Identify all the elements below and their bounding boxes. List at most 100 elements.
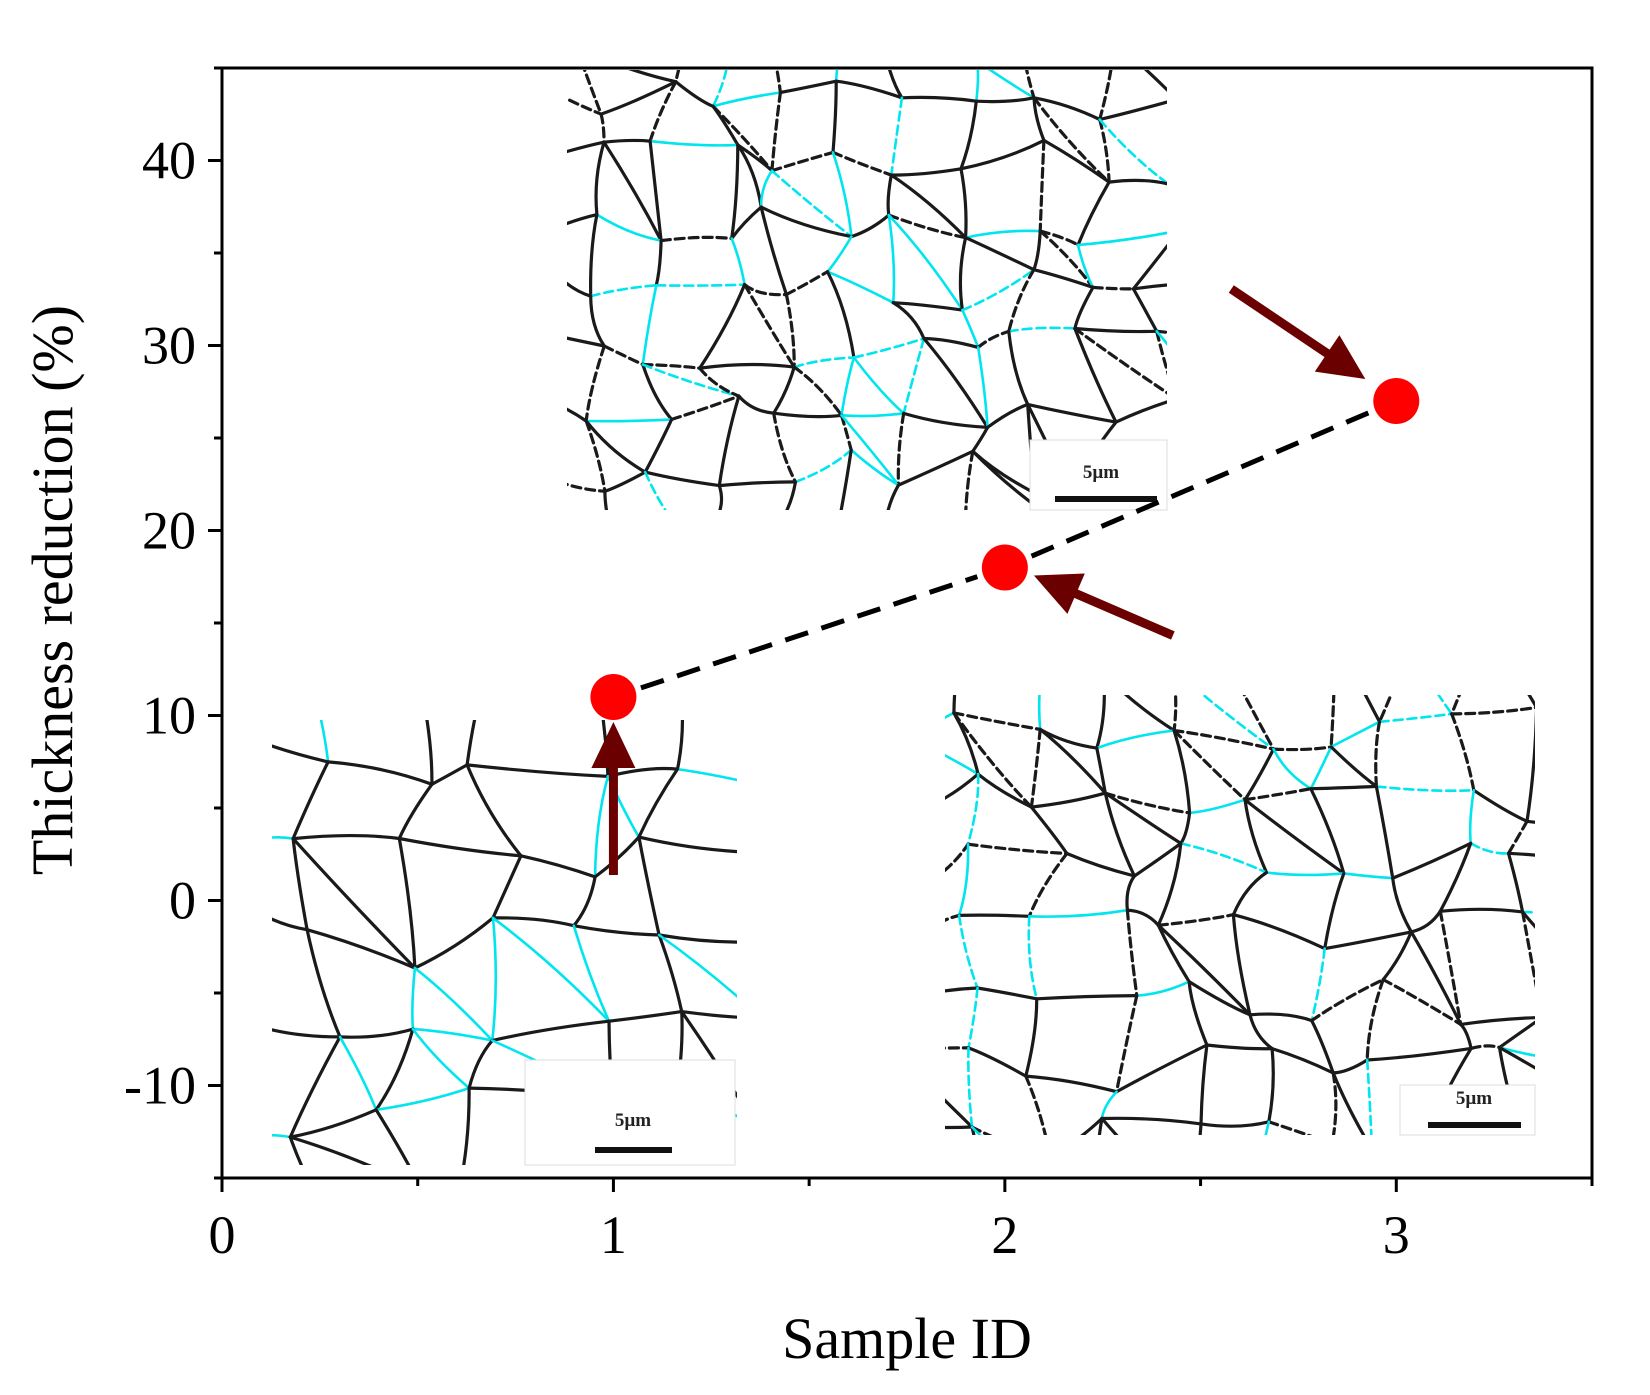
arrow-head: [1314, 335, 1366, 379]
grain-boundary: [1409, 645, 1472, 662]
grain-boundary: [674, 70, 681, 84]
grain-boundary: [760, 853, 852, 923]
y-tick-label: 40: [142, 131, 196, 191]
data-point: [1373, 378, 1420, 424]
grain-boundary: [1038, 229, 1095, 289]
low-angle-boundary: [411, 1027, 471, 1090]
grain-boundary: [1131, 243, 1167, 291]
grain-boundary: [718, 515, 725, 581]
grain-boundary: [1073, 285, 1095, 331]
grain-boundary: [783, 791, 839, 832]
grain-boundary: [1115, 994, 1139, 1094]
grain-boundary: [584, 344, 606, 423]
grain-boundary: [834, 79, 904, 100]
grain-boundary: [1528, 1116, 1616, 1155]
low-angle-boundary: [572, 924, 611, 1023]
grain-boundary: [1580, 820, 1591, 861]
grain-boundary: [831, 79, 838, 154]
grain-boundary: [1029, 791, 1107, 809]
grain-boundary: [896, 411, 906, 487]
grain-boundary: [945, 1046, 971, 1050]
grain-boundary: [374, 1027, 415, 1112]
grain-boundary: [1248, 1013, 1274, 1051]
grain-boundary: [1469, 1044, 1502, 1050]
grain-boundary: [745, 853, 760, 943]
grain-boundary: [760, 791, 783, 853]
low-angle-boundary: [643, 470, 667, 510]
grain-boundary: [1187, 980, 1252, 1017]
y-tick-label: -10: [124, 1056, 196, 1116]
low-angle-boundary: [794, 448, 853, 484]
grain-boundary: [1450, 706, 1535, 716]
grain-boundary: [745, 922, 852, 942]
grain-boundary: [1450, 695, 1462, 716]
grain-boundary: [1271, 745, 1333, 752]
grain-boundary: [1155, 329, 1167, 334]
low-angle-boundary: [1135, 980, 1191, 997]
grain-boundary: [792, 365, 844, 417]
low-angle-boundary: [957, 914, 979, 990]
low-angle-boundary: [1098, 118, 1167, 185]
low-angle-boundary: [840, 412, 905, 418]
grain-boundary: [676, 1186, 772, 1203]
grain-boundary: [966, 1046, 1028, 1078]
grain-boundary: [515, 582, 606, 586]
low-angle-boundary: [753, 1122, 772, 1203]
inset-images: 5µm 5µm 5µm: [195, 50, 1616, 1319]
grain-boundary: [952, 711, 1033, 809]
grain-boundary: [1155, 329, 1167, 376]
grain-boundary: [1450, 712, 1476, 792]
grain-boundary: [1032, 96, 1111, 184]
low-angle-boundary: [957, 842, 970, 917]
grain-boundary: [1032, 96, 1102, 122]
low-angle-boundary: [421, 1189, 459, 1319]
grain-boundary: [1025, 70, 1036, 100]
grain-boundary: [589, 213, 599, 298]
grain-boundary: [397, 836, 523, 858]
grain-boundary: [1580, 861, 1590, 916]
low-angle-boundary: [1340, 1215, 1372, 1220]
scale-bar: [1428, 1122, 1521, 1128]
grain-boundary: [1519, 1155, 1527, 1223]
grain-boundary: [959, 167, 968, 240]
grain-boundary: [1310, 978, 1385, 1023]
low-angle-boundary: [655, 283, 746, 287]
low-angle-boundary: [792, 356, 856, 369]
grain-boundary: [465, 720, 477, 767]
grain-boundary: [195, 657, 302, 704]
low-angle-boundary: [1037, 695, 1042, 731]
grain-boundary: [698, 283, 747, 370]
grain-boundary: [1438, 909, 1463, 1026]
low-angle-boundary: [1375, 785, 1476, 793]
grain-boundary: [1156, 841, 1183, 927]
grain-boundary: [1205, 343, 1239, 431]
grain-boundary: [288, 1035, 342, 1139]
grain-boundary: [374, 1108, 411, 1165]
grain-boundary: [603, 470, 647, 493]
low-angle-boundary: [584, 418, 673, 423]
grain-boundary: [977, 50, 1023, 61]
grain-boundary: [421, 1187, 460, 1189]
grain-boundary: [305, 928, 417, 970]
grain-boundary: [945, 913, 961, 922]
grain-boundary: [1162, 518, 1200, 607]
grain-boundary: [1029, 805, 1069, 856]
grain-boundary: [966, 514, 1047, 549]
grain-boundary: [1472, 657, 1505, 662]
low-angle-boundary: [533, 80, 543, 159]
grain-boundary: [1172, 728, 1247, 802]
grain-boundary: [745, 942, 762, 1018]
grain-boundary: [1035, 994, 1139, 1001]
grain-boundary: [379, 1189, 421, 1291]
grain-boundary: [1365, 978, 1385, 1062]
low-angle-boundary: [491, 916, 611, 1023]
grain-boundary: [1323, 871, 1346, 951]
grain-boundary: [1363, 695, 1382, 724]
grain-boundary: [1100, 1116, 1119, 1135]
grain-boundary: [1199, 1120, 1271, 1128]
grain-boundary: [891, 301, 926, 341]
grain-boundary: [519, 854, 597, 879]
grain-boundary: [833, 922, 852, 1020]
inset-micrograph-1: [195, 657, 852, 1319]
grain-boundary: [669, 516, 682, 615]
